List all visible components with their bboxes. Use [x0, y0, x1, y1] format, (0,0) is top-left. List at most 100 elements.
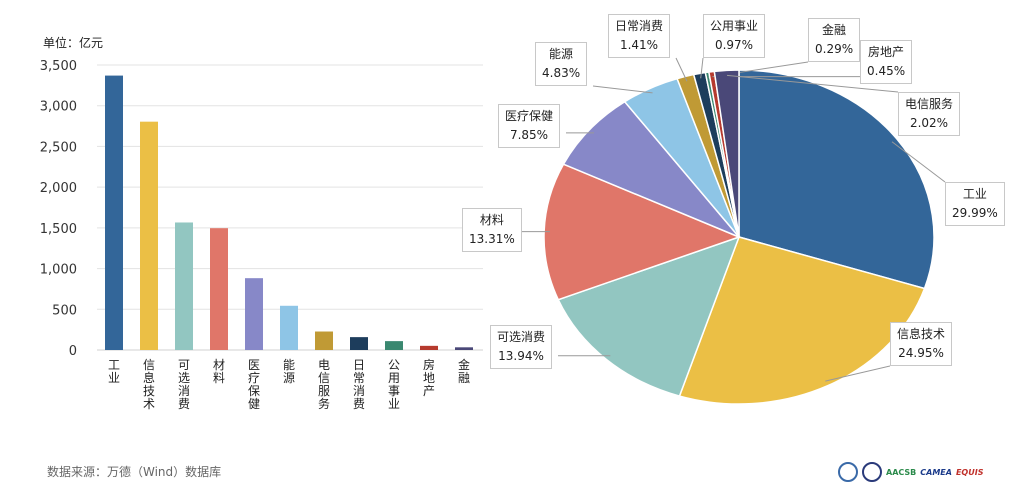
- x-tick-label: 源: [283, 371, 295, 385]
- pie-slice-0: [738, 69, 935, 290]
- bar-7: [350, 337, 368, 350]
- pie-label-percent: 1.41%: [619, 38, 659, 52]
- data-source: 数据来源：万德（Wind）数据库: [47, 465, 222, 479]
- pie-label: 材料 13.31%: [462, 208, 522, 252]
- pie-label: 能源 4.83%: [535, 42, 588, 86]
- x-tick-label: 信: [143, 358, 155, 372]
- university-seal-icon: [838, 462, 858, 482]
- pie-label-percent: 0.97%: [714, 38, 754, 52]
- leader-line: [825, 365, 891, 382]
- pie-label: 工业 29.99%: [945, 182, 1005, 226]
- pie-label-category: 电信服务: [905, 97, 954, 111]
- pie-label: 金融 0.29%: [808, 18, 861, 62]
- x-tick-label: 技: [143, 384, 155, 398]
- y-tick-label: 3,000: [40, 100, 77, 115]
- pie-slice-1: [678, 236, 926, 405]
- x-tick-label: 业: [388, 397, 400, 411]
- pie-label-percent: 7.85%: [509, 128, 549, 142]
- leader-line: [592, 85, 653, 94]
- pie-label: 医疗保健 7.85%: [498, 104, 561, 148]
- aacsb-logo: AACSB: [886, 467, 917, 477]
- pie-label-category: 金融: [822, 23, 847, 37]
- bar-5: [280, 305, 298, 350]
- bar-1: [140, 121, 158, 350]
- pie-label-percent: 0.45%: [867, 64, 906, 78]
- bar-8: [385, 341, 403, 350]
- pie-label: 公用事业 0.97%: [703, 14, 766, 58]
- x-tick-label: 地: [423, 371, 435, 385]
- x-tick-label: 日: [353, 358, 365, 372]
- pie-label-category: 材料: [479, 213, 504, 227]
- x-tick-label: 疗: [248, 371, 260, 385]
- pie-slice-2: [557, 235, 741, 397]
- pie-label-percent: 2.02%: [909, 116, 949, 130]
- pie-slice-4: [562, 100, 740, 238]
- pie-label: 房地产 0.45%: [860, 40, 913, 84]
- logos: AACSB CAMEA EQUIS: [838, 462, 983, 482]
- x-tick-label: 选: [178, 371, 190, 385]
- x-tick-label: 能: [283, 358, 295, 372]
- leader-line: [700, 57, 704, 79]
- x-tick-label: 房: [423, 357, 435, 372]
- x-tick-label: 公: [388, 358, 400, 372]
- x-tick-label: 术: [143, 397, 155, 411]
- pie-label-category: 可选消费: [497, 330, 546, 344]
- x-tick-label: 健: [248, 397, 260, 411]
- x-tick-label: 医: [248, 358, 260, 372]
- leader-line: [675, 57, 688, 82]
- x-tick-label: 务: [318, 396, 330, 411]
- x-tick-label: 费: [353, 397, 365, 411]
- pie-label-category: 工业: [962, 187, 987, 201]
- equis-logo: EQUIS: [955, 467, 984, 477]
- bar-10: [455, 347, 473, 350]
- pie-label-category: 能源: [549, 47, 574, 61]
- pie-label-category: 日常消费: [615, 19, 664, 33]
- pie-label-percent: 4.83%: [542, 66, 581, 80]
- x-tick-label: 常: [353, 371, 365, 385]
- pie-label-percent: 29.99%: [952, 206, 998, 220]
- pie-label: 日常消费 1.41%: [608, 14, 671, 58]
- x-tick-label: 融: [458, 371, 470, 385]
- x-tick-label: 业: [108, 371, 120, 385]
- pie-label: 电信服务 2.02%: [898, 92, 961, 136]
- y-tick-label: 3,500: [40, 59, 77, 74]
- pie-label: 可选消费 13.94%: [490, 325, 553, 369]
- bar-2: [175, 222, 193, 350]
- x-tick-label: 可: [178, 358, 190, 372]
- pie-label-percent: 13.94%: [498, 349, 544, 363]
- x-tick-label: 事: [388, 384, 400, 398]
- leader-line: [726, 74, 899, 93]
- pie-label-category: 信息技术: [897, 327, 946, 341]
- x-tick-label: 消: [353, 384, 365, 398]
- x-tick-label: 保: [248, 384, 260, 398]
- x-tick-label: 服: [318, 384, 330, 398]
- pie-label-category: 房地产: [868, 45, 905, 59]
- bar-6: [315, 331, 333, 350]
- camea-logo: CAMEA: [920, 467, 952, 477]
- y-tick-label: 2,000: [40, 181, 77, 196]
- y-axis-unit: 单位：亿元: [43, 36, 104, 50]
- bar-3: [210, 228, 228, 350]
- y-tick-label: 2,500: [40, 140, 77, 155]
- bar-4: [245, 278, 263, 350]
- x-tick-label: 用: [388, 371, 400, 385]
- y-tick-label: 500: [52, 303, 77, 318]
- pie-label-percent: 0.29%: [815, 42, 854, 56]
- bar-0: [105, 75, 123, 350]
- x-tick-label: 金: [458, 357, 470, 372]
- school-emblem-icon: [862, 462, 882, 482]
- leader-line: [891, 141, 946, 183]
- bar-9: [420, 345, 438, 350]
- pie-label-percent: 24.95%: [898, 346, 944, 360]
- pie-slice-10: [713, 69, 740, 238]
- x-tick-label: 料: [213, 371, 225, 385]
- x-tick-label: 产: [423, 384, 435, 398]
- y-tick-label: 1,500: [40, 222, 77, 237]
- pie-label-percent: 13.31%: [469, 232, 515, 246]
- y-tick-label: 1,000: [40, 263, 77, 278]
- x-tick-label: 费: [178, 397, 190, 411]
- x-tick-label: 电: [318, 358, 330, 372]
- x-tick-label: 工: [108, 358, 120, 372]
